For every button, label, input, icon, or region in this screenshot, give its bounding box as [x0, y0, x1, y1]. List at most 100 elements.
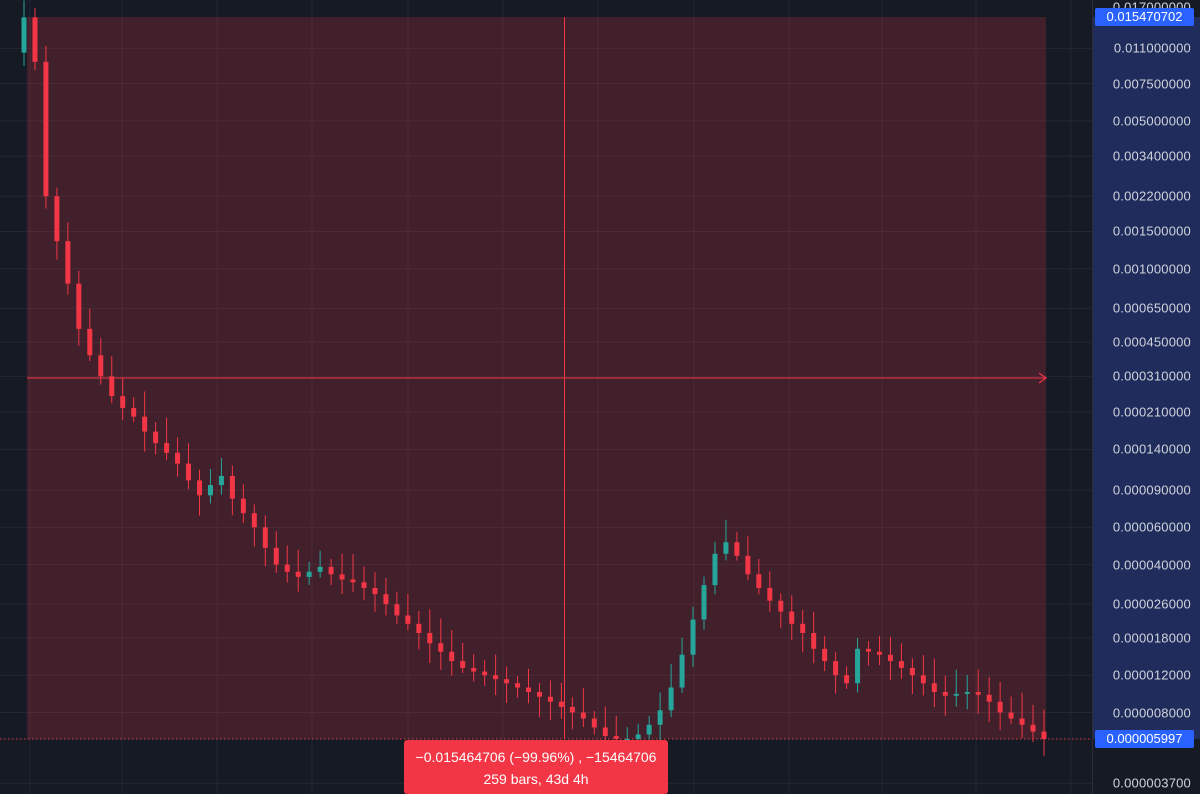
candle-body [120, 396, 126, 408]
candle-body [876, 651, 882, 655]
price-axis-tick-label: 0.001000000 [1112, 261, 1191, 277]
price-axis-tick-label: 0.002200000 [1112, 188, 1191, 204]
candle-body [306, 571, 312, 577]
measure-tooltip: −0.015464706 (−99.96%) , −15464706 259 b… [404, 740, 668, 794]
candle-body [789, 611, 795, 624]
candle-body [416, 623, 422, 634]
candle-body [526, 687, 532, 693]
candle-body [361, 582, 367, 589]
candle-body [844, 675, 850, 684]
candle-body [624, 738, 630, 741]
candle-body [76, 283, 82, 329]
candle-body [569, 706, 575, 713]
candle-body [558, 701, 564, 707]
candle-body [504, 679, 510, 684]
candle-body [350, 579, 356, 583]
price-axis-tick-label: 0.001500000 [1112, 223, 1191, 239]
candle-body [657, 710, 663, 725]
candle-body [613, 735, 619, 739]
candle-body [153, 431, 159, 444]
measure-arrow-head [1038, 372, 1048, 384]
candle-body [756, 574, 762, 589]
candle-body [43, 61, 49, 197]
price-axis-tick-label: 0.007500000 [1112, 76, 1191, 92]
price-axis-tick-label: 0.003400000 [1112, 148, 1191, 164]
candle-body [635, 734, 641, 739]
candle-body [942, 692, 948, 696]
current-price-tag: 0.000005997 [1095, 730, 1194, 748]
price-axis-tick-label: 0.000210000 [1112, 404, 1191, 420]
start-price-tag: 0.015470702 [1095, 8, 1194, 26]
candle-body [273, 547, 279, 565]
price-axis-tick-label: 0.000090000 [1112, 482, 1191, 498]
candle-body [131, 407, 137, 417]
candle-body [997, 701, 1003, 713]
candle-body [87, 328, 93, 356]
candle-body [196, 480, 202, 496]
candle-body [109, 376, 115, 397]
candle-body [328, 566, 334, 575]
price-axis-tick-label: 0.000003700 [1112, 775, 1191, 791]
candle-body [482, 671, 488, 676]
candle-body [207, 485, 213, 496]
price-axis-tick-label: 0.000026000 [1112, 596, 1191, 612]
candle-body [295, 571, 301, 577]
price-axis[interactable]: 0.011000000 0.007500000 0.005000000 0.00340… [1092, 0, 1200, 794]
candle-body [734, 542, 740, 556]
candle-body [811, 633, 817, 649]
candle-body [438, 643, 444, 652]
price-axis-tick-label: 0.000140000 [1112, 441, 1191, 457]
candle-body [591, 718, 597, 728]
candle-body [1041, 731, 1047, 739]
price-axis-tick-label: 0.000040000 [1112, 557, 1191, 573]
candle-body [1030, 724, 1036, 732]
price-chart[interactable] [0, 0, 1092, 794]
candle-body [964, 692, 970, 694]
price-axis-range-highlight [1093, 17, 1200, 739]
candle-body [98, 355, 104, 377]
price-axis-tick-label: 0.000008000 [1112, 705, 1191, 720]
candle-body [164, 443, 170, 453]
candle-body [745, 555, 751, 575]
price-axis-tick-label: 0.000018000 [1112, 630, 1191, 646]
candle-body [778, 600, 784, 612]
candle-body [240, 498, 246, 514]
candle-body [646, 724, 652, 735]
chart-area[interactable] [0, 0, 1092, 794]
candle-body [449, 651, 455, 662]
candle-body [975, 692, 981, 695]
candle-body [54, 196, 60, 242]
candle-body [405, 615, 411, 624]
candle-body [701, 585, 707, 620]
price-axis-tick-label: 0.000310000 [1112, 368, 1191, 384]
candle-body [218, 475, 224, 486]
candle-body [142, 416, 148, 432]
candle-body [372, 588, 378, 595]
candle-body [493, 675, 499, 680]
candle-body [515, 683, 521, 688]
candle-body [909, 667, 915, 676]
candle-body [471, 667, 477, 672]
candle-body [460, 661, 466, 668]
candle-body [383, 594, 389, 605]
candle-body [822, 648, 828, 662]
candle-body [32, 17, 38, 62]
candle-body [1008, 712, 1014, 719]
candle-body [855, 648, 861, 684]
measure-change-text: −0.015464706 (−99.96%) , −15464706 [415, 749, 657, 765]
candle-body [262, 527, 268, 548]
candle-body [986, 694, 992, 702]
candle-body [690, 619, 696, 655]
price-axis-tick-label: 0.000012000 [1112, 667, 1191, 683]
candle-body [931, 683, 937, 693]
candle-body [427, 633, 433, 644]
candle-body [712, 553, 718, 586]
price-axis-tick-label: 0.000060000 [1112, 519, 1191, 535]
price-axis-tick-label: 0.011000000 [1113, 40, 1191, 56]
candle-body [317, 566, 323, 572]
candle-body [65, 241, 71, 284]
candle-body [920, 675, 926, 684]
candle-body [175, 452, 181, 464]
price-axis-tick-label: 0.000450000 [1112, 334, 1191, 350]
price-axis-tick-label: 0.000650000 [1112, 300, 1191, 316]
